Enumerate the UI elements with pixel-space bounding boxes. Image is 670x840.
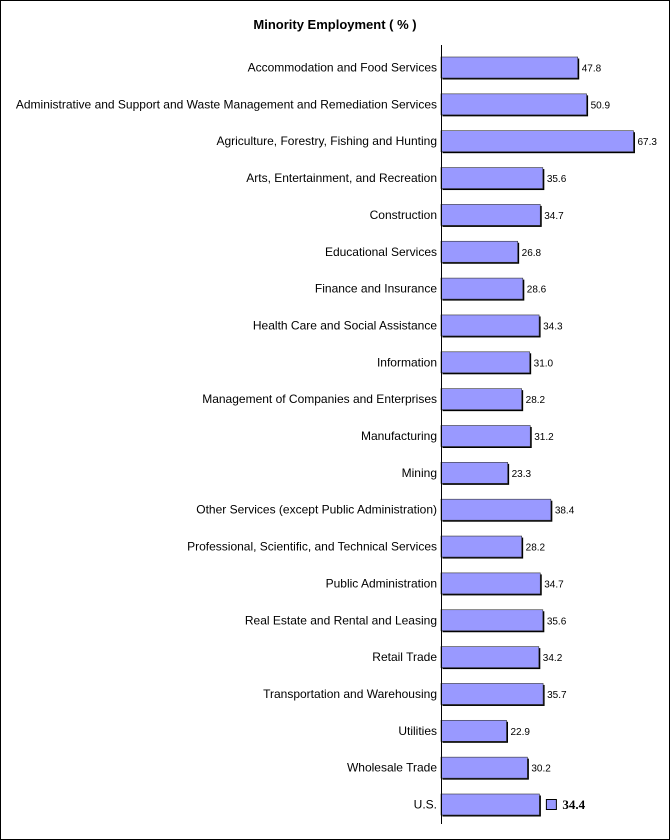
data-label-14: 34.7 [544, 579, 564, 590]
bar-8 [440, 351, 530, 374]
bar-6 [440, 277, 524, 300]
data-label-5: 26.8 [522, 248, 542, 259]
category-label-11: Mining [402, 466, 437, 480]
category-label-12: Other Services (except Public Administra… [196, 503, 437, 517]
data-label-17: 35.7 [547, 690, 567, 701]
data-label-9: 28.2 [526, 395, 546, 406]
bar-16 [440, 646, 540, 668]
data-label-15: 35.6 [547, 616, 567, 627]
category-label-4: Construction [370, 208, 437, 222]
bar-4 [440, 204, 541, 226]
bar-17 [440, 683, 544, 705]
bar-3 [440, 167, 544, 189]
category-label-18: Utilities [398, 724, 437, 738]
data-label-6: 28.6 [527, 285, 547, 296]
data-label-12: 38.4 [555, 506, 575, 517]
bar-9 [440, 388, 522, 410]
category-label-10: Manufacturing [361, 429, 437, 443]
bar-12 [440, 498, 552, 521]
category-label-5: Educational Services [325, 245, 437, 259]
bars-group: Accommodation and Food Services 47.8 Admin… [16, 56, 657, 817]
data-label-13: 28.2 [526, 543, 546, 554]
category-label-20: U.S. [414, 798, 437, 812]
bar-0 [440, 56, 579, 79]
category-label-19: Wholesale Trade [347, 761, 437, 775]
data-label-19: 30.2 [531, 764, 551, 775]
data-label-7: 34.3 [543, 321, 563, 332]
data-label-20: 34.4 [562, 797, 585, 812]
category-label-1: Administrative and Support and Waste Man… [16, 97, 437, 111]
data-label-2: 67.3 [637, 137, 657, 148]
category-label-2: Agriculture, Forestry, Fishing and Hunti… [216, 134, 437, 148]
bar-7 [440, 314, 540, 337]
bar-14 [440, 572, 541, 595]
data-label-4: 34.7 [544, 211, 564, 222]
chart-title: Minority Employment ( % ) [253, 17, 416, 32]
bar-15 [440, 609, 544, 632]
data-label-10: 31.2 [534, 432, 554, 443]
data-label-1: 50.9 [591, 100, 611, 111]
data-label-11: 23.3 [512, 469, 532, 480]
category-label-6: Finance and Insurance [315, 282, 437, 296]
bar-13 [440, 535, 522, 558]
data-label-8: 31.0 [534, 358, 554, 369]
bar-1 [440, 93, 587, 116]
data-label-3: 35.6 [547, 174, 567, 185]
category-label-9: Management of Companies and Enterprises [202, 392, 437, 406]
bar-10 [440, 425, 531, 447]
category-label-3: Arts, Entertainment, and Recreation [246, 171, 437, 185]
category-label-14: Public Administration [326, 576, 437, 590]
category-label-17: Transportation and Warehousing [263, 687, 437, 701]
category-label-13: Professional, Scientific, and Technical … [187, 540, 437, 554]
data-label-16: 34.2 [543, 653, 563, 664]
bar-5 [440, 240, 518, 263]
category-label-8: Information [377, 355, 437, 369]
category-label-16: Retail Trade [372, 650, 437, 664]
us-value-swatch [545, 799, 557, 810]
bar-20 [440, 793, 540, 816]
category-label-15: Real Estate and Rental and Leasing [245, 613, 437, 627]
category-label-0: Accommodation and Food Services [248, 61, 437, 75]
data-label-18: 22.9 [510, 727, 530, 738]
bar-11 [440, 462, 508, 484]
category-label-7: Health Care and Social Assistance [253, 318, 437, 332]
data-label-0: 47.8 [582, 64, 602, 75]
bar-18 [440, 719, 507, 742]
bar-2 [440, 130, 634, 152]
bar-19 [440, 756, 528, 779]
